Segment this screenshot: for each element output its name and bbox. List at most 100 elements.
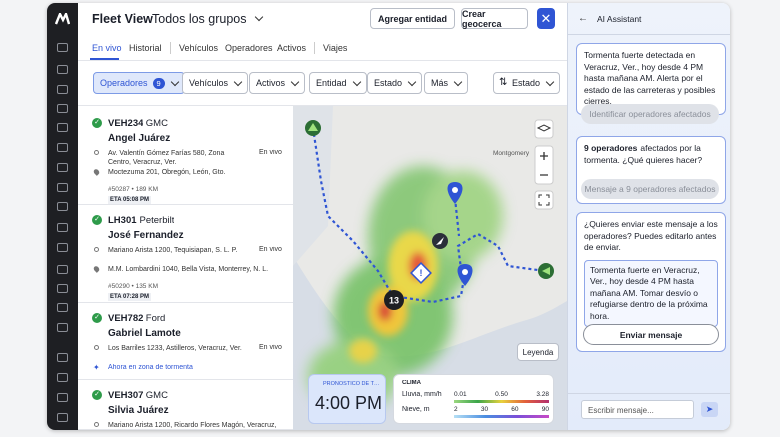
origin-address: Mariano Arista 1200, Tequisiapan, S. L. …: [108, 247, 238, 254]
sidebar-icon: [57, 284, 68, 293]
forecast-time: 4:00 PM: [315, 393, 383, 413]
origin-address: Av. Valentín Gómez Farías 580, Zona Cent…: [108, 150, 225, 166]
group-select[interactable]: Todos los grupos: [152, 12, 263, 26]
origin-icon: [94, 422, 99, 427]
sort-label: Estado: [512, 78, 541, 88]
draft-message[interactable]: Tormenta fuerte en Veracruz, Ver., hoy d…: [584, 259, 718, 327]
vehicle-brand: GMC: [145, 118, 168, 129]
origin-address: Los Barriles 1233, Astilleros, Veracruz,…: [108, 345, 242, 352]
scale-tick-label: 3.28: [536, 391, 549, 398]
scale-tick-label: 0.50: [495, 391, 508, 398]
assistant-message: Tormenta fuerte detectada en Veracruz, V…: [576, 43, 726, 115]
group-label: Todos los grupos: [152, 12, 247, 26]
sidebar-icon: [57, 163, 68, 172]
app-title: Fleet View: [92, 12, 153, 26]
origin-icon: [94, 345, 99, 350]
vehicle-brand: Ford: [145, 313, 166, 324]
snow-scale: 2 30 60 90: [454, 406, 549, 414]
eta: ETA 05:08 PM: [108, 196, 152, 204]
climate-row-label: Nieve, m: [402, 406, 430, 413]
filter-chip[interactable]: Vehículos: [182, 72, 249, 94]
legend-button[interactable]: Leyenda: [517, 343, 559, 361]
ai-assistant-panel: ← AI Assistant Tormenta fuerte detectada…: [567, 3, 730, 430]
filter-label: Operadores: [100, 78, 148, 88]
add-entity-button[interactable]: Agregar entidad: [370, 8, 455, 29]
vehicle-id: VEH307: [108, 390, 144, 401]
vehicle-id: VEH782: [108, 313, 144, 324]
back-button[interactable]: ←: [578, 13, 588, 24]
app-window: Fleet View Todos los grupos Agregar enti…: [47, 3, 730, 430]
filter-chip[interactable]: Operadores 9: [93, 72, 185, 94]
suggestion-button[interactable]: Identificar operadores afectados: [581, 104, 719, 124]
message-text: afectados por la tormenta. ¿Qué quieres …: [584, 143, 703, 165]
climate-card: CLIMA Lluvia, mm/h Nieve, m 0.01 0.50 3.28…: [393, 374, 554, 424]
sidebar-icon: [57, 353, 68, 362]
tab[interactable]: En vivo: [92, 43, 122, 53]
scale-tick-label: 60: [511, 406, 519, 413]
send-message-button[interactable]: Enviar mensaje: [583, 324, 719, 345]
status-check: ✓: [92, 118, 102, 128]
message-bold: 9 operadores: [584, 143, 638, 153]
climate-row-label: Lluvia, mm/h: [402, 391, 442, 398]
vehicle-id: LH301: [108, 215, 137, 226]
filter-count: 9: [152, 77, 165, 89]
sidebar-icon: [57, 202, 68, 211]
storm-alert[interactable]: Ahora en zona de tormenta: [108, 364, 193, 371]
tab[interactable]: Operadores: [225, 43, 273, 53]
tab[interactable]: Viajes: [323, 43, 348, 53]
suggestion-button[interactable]: Mensaje a 9 operadores afectados: [581, 179, 719, 199]
driver-name: Ángel Juárez: [108, 133, 171, 144]
sidebar-icon: [57, 104, 68, 113]
alert-icon: ✦: [93, 363, 100, 372]
live-status: En vivo: [259, 149, 282, 156]
sidebar: [47, 3, 78, 430]
filter-chip[interactable]: Activos: [249, 72, 306, 94]
filter-chip[interactable]: Estado: [367, 72, 423, 94]
sidebar-icon: [57, 223, 68, 232]
destination-icon: [92, 168, 101, 176]
vehicle-card[interactable]: ✓ VEH782 Ford Gabriel Lamote Los Barriles 12…: [78, 303, 293, 380]
svg-text:!: !: [420, 268, 423, 278]
sidebar-icon: [57, 393, 68, 402]
sidebar-icon: [57, 413, 68, 422]
sidebar-icon: [57, 323, 68, 332]
vehicle-card[interactable]: ✓ VEH234 GMC Ángel Juárez Av. Valentín Gómez…: [78, 108, 293, 205]
driver-name: Gabriel Lamote: [108, 328, 181, 339]
vehicle-meta: #50290 • 135 KM: [108, 283, 158, 290]
vehicle-card[interactable]: ✓ LH301 Peterbilt José Fernandez Mariano Ari…: [78, 205, 293, 303]
sidebar-icon: [57, 123, 68, 132]
map-controls[interactable]: [534, 119, 554, 210]
sidebar-icon: [57, 85, 68, 94]
climate-title: CLIMA: [402, 380, 421, 386]
vehicle-brand: GMC: [145, 390, 168, 401]
close-button[interactable]: ✕: [537, 8, 555, 29]
message-input[interactable]: Escribir mensaje...: [581, 400, 694, 419]
tab[interactable]: Historial: [129, 43, 162, 53]
filter-chip[interactable]: Más: [424, 72, 469, 94]
sort-button[interactable]: ⇅ Estado: [493, 72, 561, 94]
origin-icon: [94, 150, 99, 155]
sidebar-icon: [57, 65, 68, 74]
tab[interactable]: Activos: [277, 43, 307, 53]
filter-chip[interactable]: Entidad: [309, 72, 367, 94]
create-geofence-button[interactable]: Crear geocerca: [461, 8, 528, 29]
driver-name: José Fernandez: [108, 230, 184, 241]
logo: [55, 13, 70, 25]
sidebar-icon: [57, 303, 68, 312]
send-icon-button[interactable]: ➤: [701, 402, 718, 417]
sidebar-icon: [57, 265, 68, 274]
origin-address: Mariano Arista 1200, Ricardo Flores Magó…: [108, 422, 277, 429]
origin-icon: [94, 247, 99, 252]
message-text: ¿Quieres enviar este mensaje a los opera…: [584, 219, 718, 252]
assistant-title: AI Assistant: [597, 14, 642, 24]
sidebar-icon: [57, 183, 68, 192]
live-status: En vivo: [259, 344, 282, 351]
vehicle-brand: Peterbilt: [139, 215, 175, 226]
status-check: ✓: [92, 390, 102, 400]
sidebar-icon: [57, 143, 68, 152]
vehicle-card[interactable]: ✓ VEH307 GMC Silvia Juárez Mariano Arista 12…: [78, 380, 293, 430]
scale-tick-label: 30: [480, 406, 489, 413]
tab[interactable]: Vehículos: [179, 43, 219, 53]
